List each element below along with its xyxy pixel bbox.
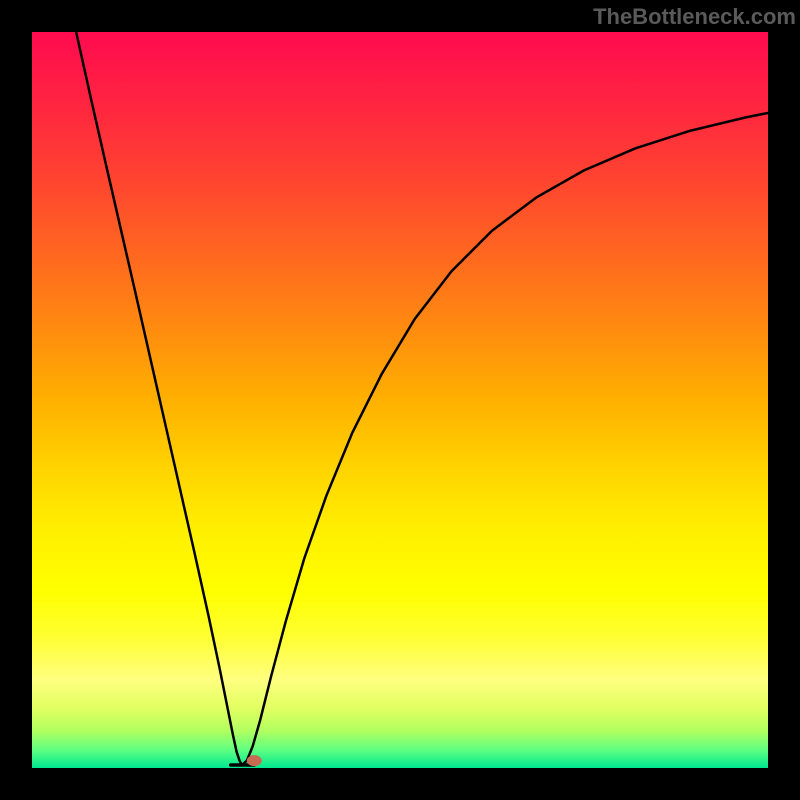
watermark-text: TheBottleneck.com xyxy=(593,4,796,30)
minimum-marker xyxy=(247,756,261,766)
bottleneck-curve xyxy=(32,32,768,768)
plot-area xyxy=(32,32,768,768)
chart-container: TheBottleneck.com xyxy=(0,0,800,800)
